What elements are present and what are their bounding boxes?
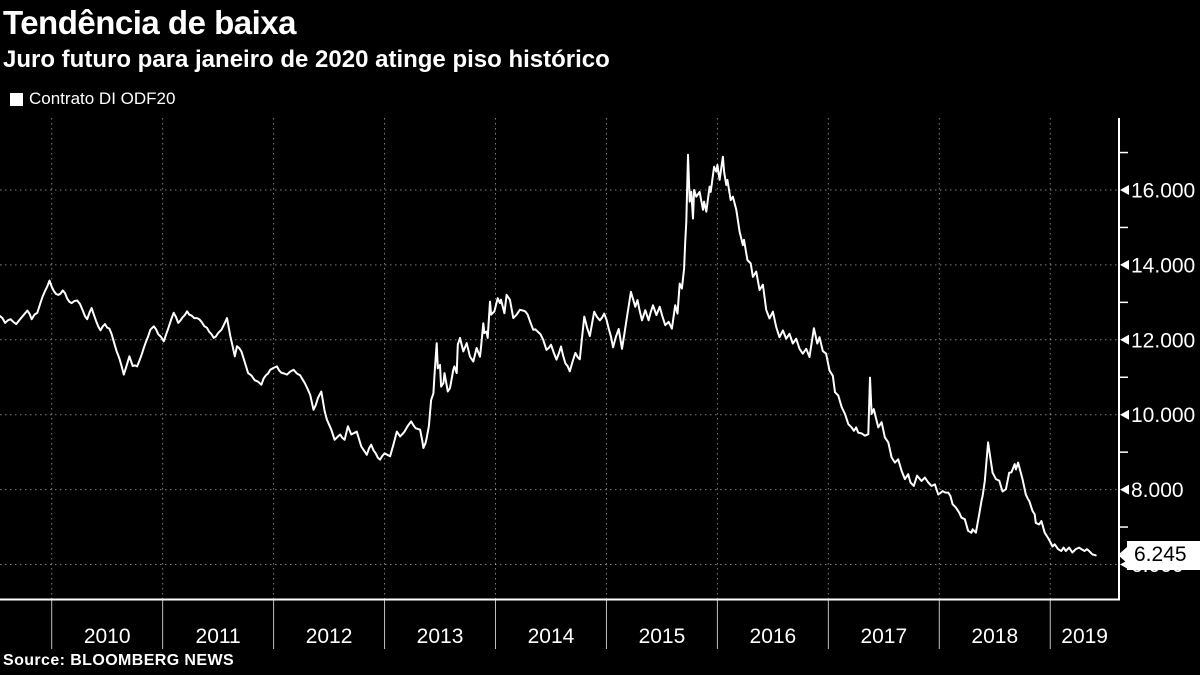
y-major-tick-10.000 xyxy=(1120,409,1129,420)
last-price-label: 6.245 xyxy=(1134,543,1187,567)
x-axis-label-2016: 2016 xyxy=(750,625,797,648)
callout-arrow-icon xyxy=(1118,546,1127,563)
x-axis-label-2018: 2018 xyxy=(971,625,1018,648)
x-axis-label-2014: 2014 xyxy=(528,625,575,648)
legend-series-label: Contrato DI ODF20 xyxy=(29,89,176,108)
x-axis-label-2011: 2011 xyxy=(196,625,241,648)
chart-title: Tendência de baixa xyxy=(3,4,297,41)
x-axis-label-2017: 2017 xyxy=(860,625,907,648)
x-axis-label-2012: 2012 xyxy=(306,625,353,648)
last-price-callout: 6.245 xyxy=(1118,540,1200,570)
y-major-tick-8.000 xyxy=(1120,484,1129,495)
y-major-tick-14.000 xyxy=(1120,259,1129,270)
chart-subtitle: Juro futuro para janeiro de 2020 atinge … xyxy=(3,46,610,73)
y-axis-label-14.000: 14.000 xyxy=(1131,254,1195,277)
legend: Contrato DI ODF20 xyxy=(10,89,175,109)
y-axis-label-16.000: 16.000 xyxy=(1131,180,1195,203)
y-axis-label-12.000: 12.000 xyxy=(1131,329,1195,352)
y-axis-label-8.000: 8.000 xyxy=(1131,479,1184,502)
y-axis-label-10.000: 10.000 xyxy=(1131,404,1195,427)
di-futures-line xyxy=(0,153,1097,557)
legend-marker-icon xyxy=(10,92,23,106)
source-credit: Source: BLOOMBERG NEWS xyxy=(3,652,235,669)
y-major-tick-12.000 xyxy=(1120,334,1129,345)
x-axis-label-2010: 2010 xyxy=(84,625,131,648)
x-axis-label-2019: 2019 xyxy=(1061,625,1108,648)
x-axis-label-2015: 2015 xyxy=(639,625,686,648)
x-axis-label-2013: 2013 xyxy=(417,625,464,648)
y-major-tick-16.000 xyxy=(1120,185,1129,195)
